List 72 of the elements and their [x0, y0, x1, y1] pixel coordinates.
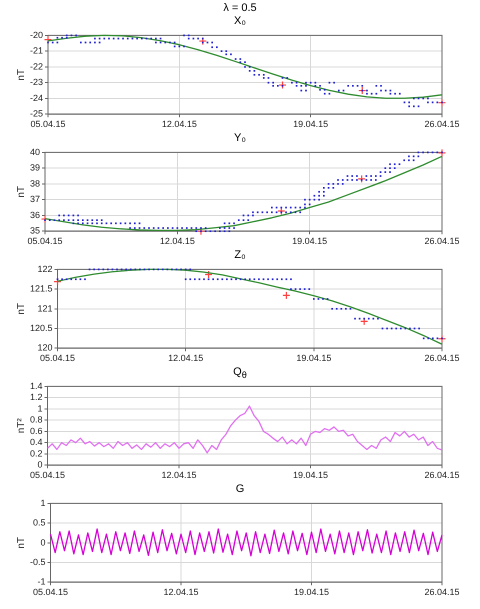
y-tick-label: -24	[30, 92, 44, 103]
point	[204, 270, 213, 279]
x-tick-label: 05.04.15	[30, 119, 66, 130]
y-tick-label: 120.5	[30, 322, 53, 333]
y-axis-title: nT²	[16, 418, 27, 434]
x-tick-label: 19.04.15	[292, 470, 328, 480]
chart-title: Y₀	[233, 132, 247, 145]
point	[438, 148, 446, 157]
y-axis-title: nT	[16, 302, 27, 315]
y-tick-label: -1	[37, 576, 46, 587]
x-tick-label: 12.04.15	[163, 587, 199, 598]
x-tick-label: 05.04.15	[40, 353, 76, 364]
point	[196, 227, 206, 236]
y-axis-title: nT	[16, 186, 27, 198]
y-tick-label: 0	[37, 460, 43, 470]
x-tick-label: 26.04.15	[424, 470, 460, 480]
point	[438, 98, 446, 107]
y-tick-label: 1.2	[30, 392, 43, 402]
y-tick-label: 121.5	[30, 284, 53, 294]
x-tick-label: 26.04.15	[424, 119, 460, 130]
y-tick-label: 40	[30, 146, 40, 157]
y-tick-label: 1	[37, 403, 43, 414]
x-tick-label: 19.04.15	[292, 236, 328, 246]
y-tick-label: 0.5	[32, 518, 46, 528]
x-tick-label: 19.04.15	[296, 353, 332, 364]
x-tick-label: 05.04.15	[30, 470, 66, 480]
x-tick-label: 12.04.15	[160, 236, 195, 246]
y-tick-label: 120	[37, 342, 53, 353]
point	[438, 334, 446, 343]
text: λ = 0.5	[222, 2, 258, 15]
x-tick-label: 26.04.15	[424, 353, 460, 364]
x-tick-label: 05.04.15	[27, 236, 63, 246]
y-tick-label: 35	[30, 226, 40, 236]
y-tick-label: 0	[40, 537, 46, 548]
point	[282, 291, 290, 300]
y-tick-label: 37	[30, 194, 40, 204]
x-tick-label: 26.04.15	[424, 587, 460, 598]
y-tick-label: 1	[40, 498, 46, 508]
y-tick-label: 0.8	[30, 414, 43, 425]
y-tick-label: 0.2	[30, 448, 43, 458]
y-tick-label: -0.5	[30, 556, 46, 567]
y-tick-label: 122	[37, 264, 53, 274]
y-tick-label: -20	[30, 30, 44, 40]
x-tick-label: 12.04.15	[161, 470, 197, 480]
chart-title: G	[234, 483, 246, 496]
y-tick-label: 1.4	[30, 380, 43, 391]
point	[358, 86, 366, 95]
y-tick-label: -22	[30, 61, 44, 72]
y-tick-label: 39	[30, 162, 40, 173]
y-axis-title: nT	[16, 536, 27, 549]
x-tick-label: 19.04.15	[293, 119, 328, 130]
y-tick-label: 0.6	[30, 426, 43, 436]
x-tick-label: 12.04.15	[168, 353, 204, 364]
y-tick-label: -23	[30, 77, 44, 88]
point	[360, 317, 368, 326]
y-tick-label: -21	[30, 46, 44, 56]
chart-title: Q$_{θ}$	[232, 366, 248, 380]
y-tick-label: 0.4	[30, 437, 43, 448]
y-tick-label: 36	[30, 210, 40, 220]
x-tick-label: 19.04.15	[294, 587, 330, 598]
point	[278, 80, 287, 90]
chart-title: Z₀	[233, 249, 247, 262]
point	[358, 174, 366, 183]
point	[198, 36, 207, 46]
x-tick-label: 12.04.15	[162, 119, 197, 130]
y-tick-label: 38	[30, 178, 40, 188]
y-tick-label: 121	[37, 303, 53, 314]
x-tick-label: 26.04.15	[424, 236, 460, 246]
y-tick-label: -25	[30, 108, 44, 119]
y-axis-title: nT	[16, 68, 27, 81]
x-tick-label: 05.04.15	[32, 587, 68, 598]
chart-title: X₀	[233, 15, 247, 28]
